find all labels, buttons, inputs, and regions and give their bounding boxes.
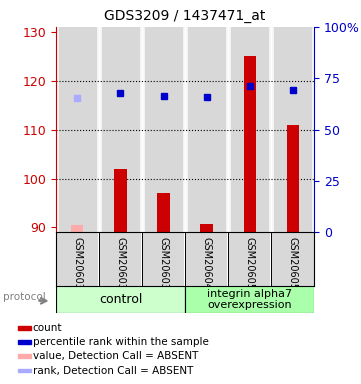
Bar <box>99 232 142 286</box>
Text: protocol: protocol <box>3 292 45 302</box>
Bar <box>273 27 312 232</box>
Text: control: control <box>99 293 142 306</box>
Title: GDS3209 / 1437471_at: GDS3209 / 1437471_at <box>104 9 266 23</box>
Bar <box>71 225 83 232</box>
Bar <box>187 27 226 232</box>
Bar <box>142 232 185 286</box>
Bar <box>56 286 185 313</box>
Bar <box>18 340 31 344</box>
Bar <box>18 326 31 330</box>
Text: GSM206053: GSM206053 <box>288 237 297 296</box>
Bar <box>287 125 299 232</box>
Text: GSM206048: GSM206048 <box>201 237 212 296</box>
Bar <box>18 354 31 358</box>
Bar <box>101 27 140 232</box>
Bar <box>114 169 126 232</box>
Bar <box>157 193 170 232</box>
Bar <box>185 232 228 286</box>
Text: value, Detection Call = ABSENT: value, Detection Call = ABSENT <box>33 351 198 361</box>
Text: GSM206037: GSM206037 <box>158 237 169 296</box>
Text: integrin alpha7
overexpression: integrin alpha7 overexpression <box>207 289 292 310</box>
Text: GSM206030: GSM206030 <box>73 237 82 296</box>
Bar <box>58 27 97 232</box>
Text: GSM206052: GSM206052 <box>244 237 255 296</box>
Bar <box>244 56 256 232</box>
Bar <box>228 232 271 286</box>
Text: GSM206033: GSM206033 <box>116 237 126 296</box>
Bar <box>56 232 99 286</box>
Bar <box>144 27 183 232</box>
Bar <box>18 369 31 372</box>
Text: percentile rank within the sample: percentile rank within the sample <box>33 337 209 347</box>
Bar <box>200 224 213 232</box>
Text: rank, Detection Call = ABSENT: rank, Detection Call = ABSENT <box>33 366 193 376</box>
Bar <box>185 286 314 313</box>
Bar <box>271 232 314 286</box>
Text: count: count <box>33 323 62 333</box>
Bar <box>230 27 269 232</box>
